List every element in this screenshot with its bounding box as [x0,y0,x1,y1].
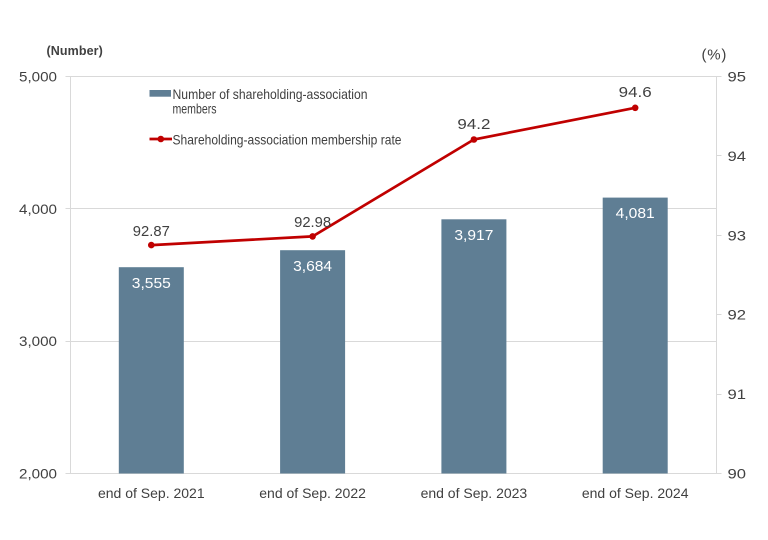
svg-text:94.6: 94.6 [619,84,652,101]
svg-text:93: 93 [728,227,747,243]
svg-text:5,000: 5,000 [19,69,57,85]
svg-text:Shareholding-association membe: Shareholding-association membership rate [173,131,402,147]
svg-text:91: 91 [728,386,747,402]
svg-text:92.98: 92.98 [294,214,331,231]
svg-text:3,917: 3,917 [454,228,493,244]
svg-text:Number of shareholding-associa: Number of shareholding-association [173,86,368,102]
svg-text:2,000: 2,000 [19,466,57,482]
svg-text:end of Sep. 2024: end of Sep. 2024 [582,485,689,501]
svg-text:94.2: 94.2 [457,116,490,133]
svg-text:members: members [173,101,217,117]
svg-text:95: 95 [728,69,747,85]
svg-text:end of Sep. 2023: end of Sep. 2023 [421,485,528,501]
svg-text:92: 92 [728,307,747,323]
svg-text:94: 94 [728,148,747,164]
svg-text:4,081: 4,081 [616,206,655,222]
svg-text:end of Sep. 2021: end of Sep. 2021 [98,485,205,501]
svg-text:(%): (%) [702,47,728,64]
svg-text:90: 90 [728,466,747,482]
svg-text:3,684: 3,684 [293,259,332,275]
svg-text:4,000: 4,000 [19,201,57,217]
svg-text:end of Sep. 2022: end of Sep. 2022 [259,485,366,501]
svg-text:(Number): (Number) [47,44,103,58]
svg-text:3,555: 3,555 [132,276,171,292]
svg-text:92.87: 92.87 [133,223,170,240]
svg-text:3,000: 3,000 [19,333,57,349]
